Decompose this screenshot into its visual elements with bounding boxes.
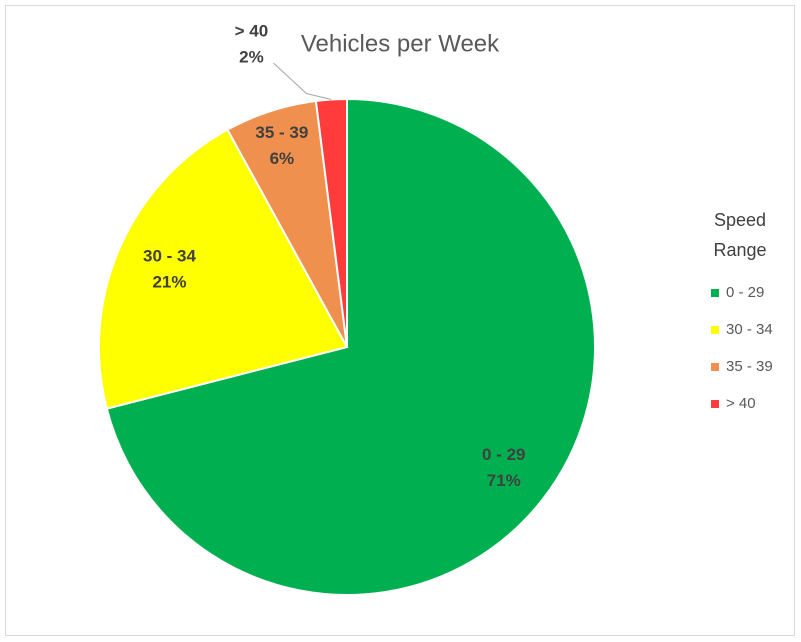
pie-slice [98, 128, 349, 410]
data-label-value: 6% [270, 149, 295, 168]
legend-label: > 40 [726, 395, 756, 412]
pie-slice [105, 97, 596, 596]
legend-label: 0 - 29 [726, 284, 764, 301]
legend-label: 30 - 34 [726, 321, 773, 338]
data-label-category: 35 - 39 [255, 123, 308, 142]
legend-swatch [711, 289, 719, 297]
legend-swatch [711, 326, 719, 334]
data-label-category: > 40 [235, 21, 269, 40]
leader-line [273, 62, 332, 100]
data-label-value: 2% [239, 47, 264, 66]
legend-swatch [711, 400, 719, 408]
legend-title: Speed Range [713, 210, 767, 260]
data-label-value: 71% [487, 471, 521, 490]
chart-title: Vehicles per Week [301, 30, 500, 57]
data-label-category: 0 - 29 [482, 445, 525, 464]
data-label-value: 21% [152, 273, 186, 292]
legend-label: 35 - 39 [726, 358, 773, 375]
data-label-category: 30 - 34 [143, 247, 196, 266]
legend-swatch [711, 363, 719, 371]
